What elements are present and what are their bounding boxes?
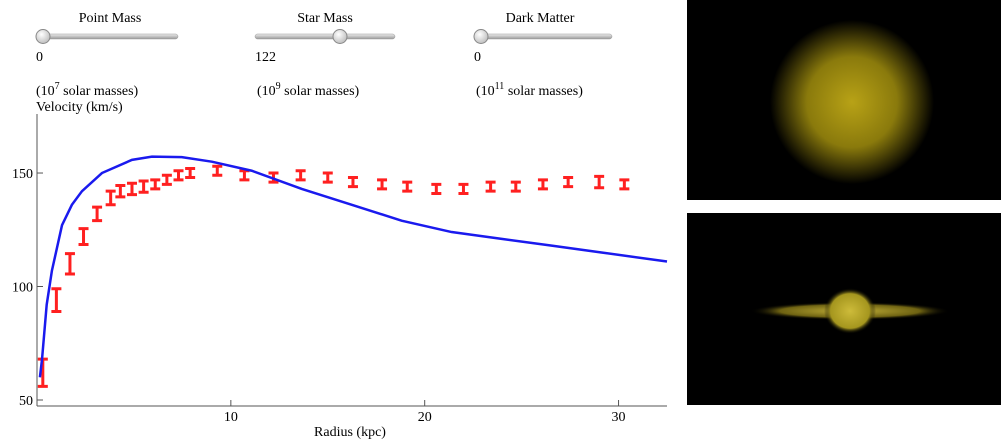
- x-tick-label: 30: [612, 410, 626, 425]
- slider-label: Dark Matter: [506, 11, 575, 26]
- error-bar: [619, 178, 630, 191]
- slider-track[interactable]: [473, 33, 613, 40]
- error-bar: [92, 205, 103, 223]
- galaxy-face-view: [687, 0, 1001, 200]
- error-bar: [347, 176, 358, 189]
- error-bar: [239, 169, 250, 182]
- x-tick-label: 20: [418, 410, 432, 425]
- unit-text: solar masses): [281, 84, 360, 99]
- error-bar: [485, 180, 496, 193]
- galaxy-edge-view: [687, 213, 1001, 405]
- error-bar: [458, 182, 469, 195]
- galaxy-bulge: [824, 288, 876, 334]
- error-bar: [377, 178, 388, 191]
- y-axis-label: Velocity (km/s): [36, 100, 123, 115]
- slider[interactable]: Point Mass 0 (107 solar masses): [35, 11, 179, 99]
- slider-label: Star Mass: [297, 11, 353, 26]
- slider-value: 0: [36, 50, 43, 65]
- error-bar: [138, 179, 149, 194]
- unit-text: (10: [36, 84, 55, 99]
- slider[interactable]: Dark Matter 0 (1011 solar masses): [473, 11, 613, 99]
- error-bar: [126, 181, 137, 197]
- slider-knob[interactable]: [332, 29, 348, 44]
- error-bar: [322, 171, 333, 184]
- y-tick-label: 100: [12, 281, 33, 296]
- error-bar: [64, 252, 75, 276]
- error-bar: [431, 182, 442, 195]
- error-bar: [563, 176, 574, 189]
- error-bar: [105, 189, 116, 207]
- x-tick-label: 10: [224, 410, 238, 425]
- unit-text: (10: [476, 84, 495, 99]
- error-bar: [185, 166, 196, 180]
- error-bar: [402, 180, 413, 193]
- x-axis-label: Radius (kpc): [314, 425, 386, 440]
- unit-exponent: 11: [495, 81, 505, 92]
- error-bar: [161, 173, 172, 186]
- error-bar: [51, 287, 62, 313]
- unit-label: (1011 solar masses): [476, 81, 583, 99]
- error-bar: [594, 174, 605, 190]
- slider-knob[interactable]: [35, 29, 51, 44]
- slider-track[interactable]: [254, 33, 396, 40]
- slider-value: 0: [474, 50, 481, 65]
- unit-label: (107 solar masses): [36, 81, 139, 99]
- unit-text: solar masses): [60, 84, 139, 99]
- slider[interactable]: Star Mass 122 (109 solar masses): [254, 11, 396, 99]
- unit-exponent: 9: [276, 81, 281, 92]
- error-bar: [212, 164, 223, 177]
- y-tick-label: 150: [12, 167, 33, 182]
- y-tick-label: 50: [19, 394, 33, 409]
- error-bar: [78, 227, 89, 247]
- slider-track[interactable]: [35, 33, 179, 40]
- unit-text: (10: [257, 84, 276, 99]
- model-curve: [38, 155, 668, 378]
- slider-knob[interactable]: [473, 29, 489, 44]
- error-bar: [295, 169, 306, 182]
- error-bar: [510, 180, 521, 193]
- unit-label: (109 solar masses): [257, 81, 360, 99]
- error-bar: [150, 178, 161, 191]
- slider-value: 122: [255, 50, 276, 65]
- error-bar: [115, 184, 126, 199]
- galaxy-glow: [770, 20, 934, 184]
- unit-exponent: 7: [55, 81, 60, 92]
- slider-label: Point Mass: [79, 11, 142, 26]
- error-bar: [173, 169, 184, 182]
- error-bar: [537, 178, 548, 191]
- chart: Velocity (km/s) Radius (kpc) 50 100 150 10 2…: [12, 100, 668, 440]
- unit-text: solar masses): [504, 84, 583, 99]
